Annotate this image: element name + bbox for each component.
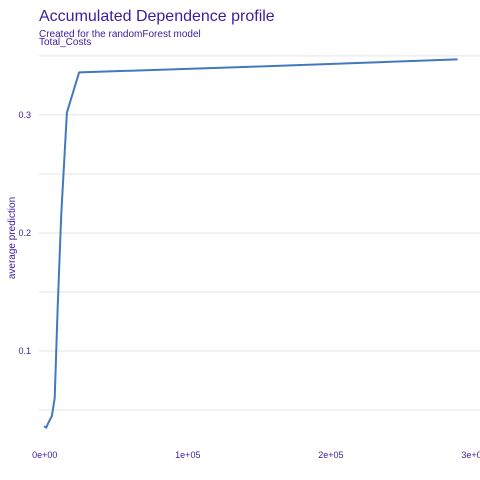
- x-tick-label: 3e+05: [461, 450, 480, 460]
- chart-subtitle: Created for the randomForest model: [39, 29, 201, 40]
- panel-strip-label: Total_Costs: [39, 37, 91, 48]
- tick-label-layer: 0.1 0.2 0.3 0e+00 1e+05 2e+05 3e+05: [18, 110, 480, 460]
- x-tick-label: 2e+05: [318, 450, 343, 460]
- x-tick-label: 0e+00: [32, 450, 57, 460]
- y-tick-label: 0.2: [18, 228, 31, 238]
- y-tick-label: 0.3: [18, 110, 31, 120]
- chart-title: Accumulated Dependence profile: [39, 8, 275, 25]
- y-tick-label: 0.1: [18, 346, 31, 356]
- x-tick-label: 1e+05: [175, 450, 200, 460]
- series-line: [43, 58, 458, 429]
- series-layer: [43, 58, 458, 429]
- grid-layer: [39, 55, 480, 411]
- y-axis-label: average prediction: [7, 197, 18, 279]
